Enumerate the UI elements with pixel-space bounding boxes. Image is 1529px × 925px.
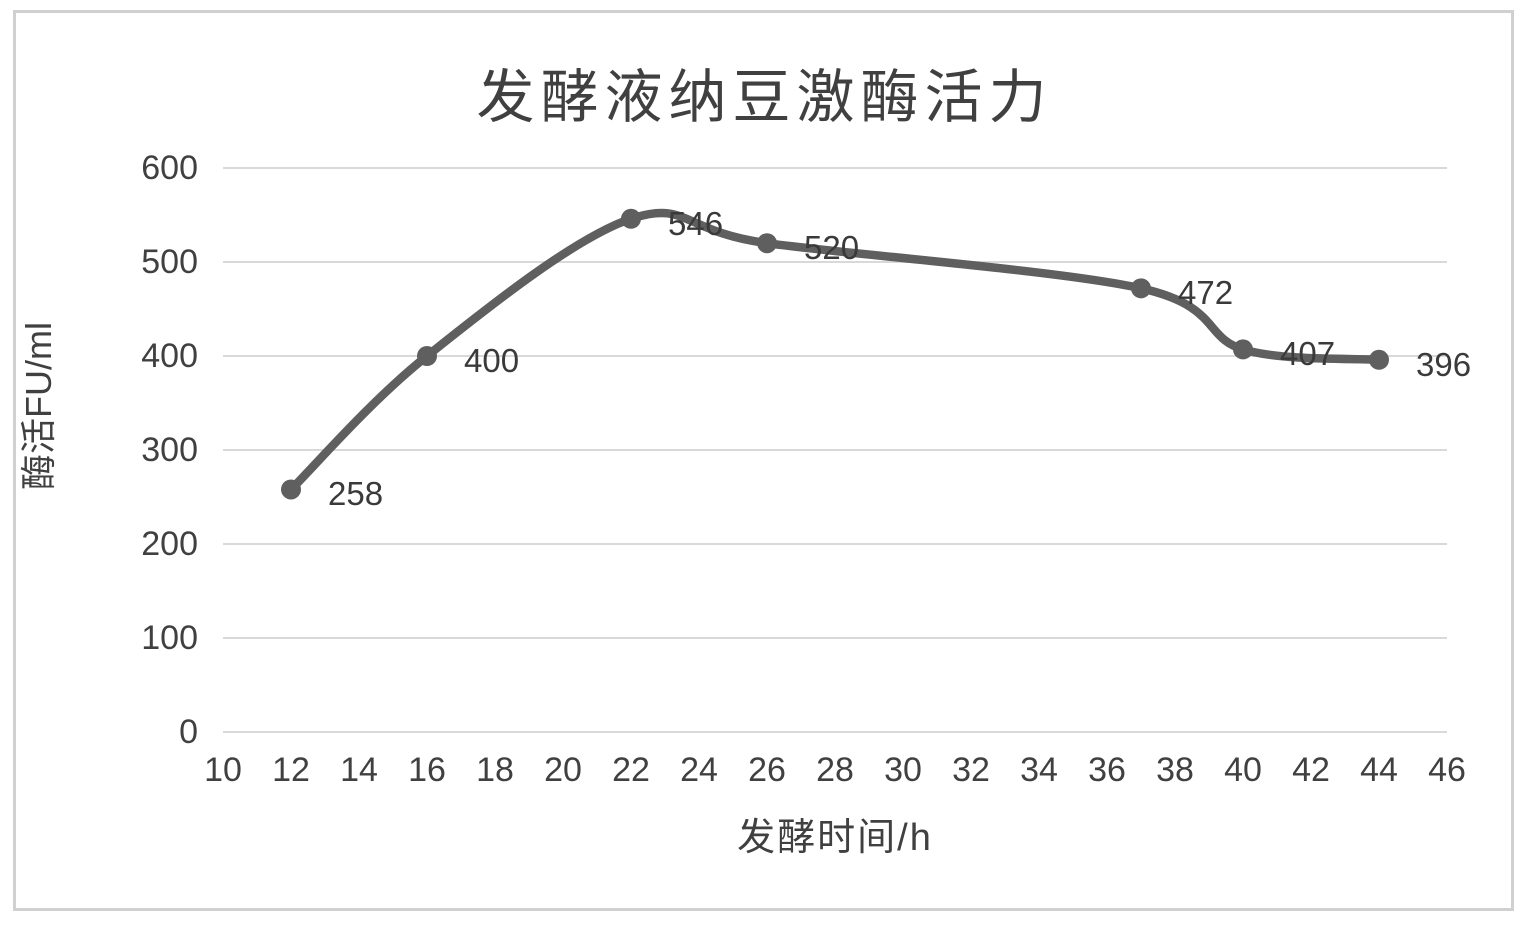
x-tick-label-46: 46 xyxy=(1428,751,1466,789)
x-tick-label-14: 14 xyxy=(340,751,378,789)
x-tick-label-30: 30 xyxy=(884,751,922,789)
data-point-marker-37 xyxy=(1131,278,1151,299)
y-tick-label-600: 600 xyxy=(141,149,198,187)
x-tick-label-20: 20 xyxy=(544,751,582,789)
x-axis-title: 发酵时间/h xyxy=(737,817,933,859)
data-point-marker-44 xyxy=(1369,349,1389,370)
data-point-label-546: 546 xyxy=(668,204,724,242)
x-tick-label-36: 36 xyxy=(1088,751,1126,789)
data-point-label-520: 520 xyxy=(804,229,860,267)
data-point-marker-40 xyxy=(1233,339,1253,360)
x-tick-label-24: 24 xyxy=(680,751,718,789)
data-point-marker-26 xyxy=(757,233,777,254)
y-tick-label-100: 100 xyxy=(141,619,198,657)
data-point-label-472: 472 xyxy=(1178,274,1234,312)
x-tick-label-18: 18 xyxy=(476,751,514,789)
y-tick-label-0: 0 xyxy=(179,713,198,751)
data-point-label-400: 400 xyxy=(464,342,520,379)
data-point-label-258: 258 xyxy=(328,475,384,513)
y-tick-label-400: 400 xyxy=(141,337,198,375)
chart-frame-border xyxy=(13,10,1514,911)
chart-title: 发酵液纳豆激酶活力 xyxy=(476,65,1053,130)
x-tick-label-32: 32 xyxy=(952,751,990,789)
x-tick-label-40: 40 xyxy=(1224,751,1262,789)
x-tick-label-38: 38 xyxy=(1156,751,1194,789)
x-tick-label-28: 28 xyxy=(816,751,854,789)
x-tick-label-16: 16 xyxy=(408,751,446,789)
data-point-label-407: 407 xyxy=(1280,335,1336,373)
data-point-marker-22 xyxy=(621,208,641,229)
x-tick-label-42: 42 xyxy=(1292,751,1330,789)
x-tick-label-34: 34 xyxy=(1020,751,1058,789)
x-tick-label-22: 22 xyxy=(612,751,650,789)
y-tick-label-200: 200 xyxy=(141,525,198,563)
x-tick-label-44: 44 xyxy=(1360,751,1398,789)
x-tick-label-12: 12 xyxy=(272,751,310,789)
x-tick-label-26: 26 xyxy=(748,751,786,789)
y-tick-label-500: 500 xyxy=(141,243,198,281)
y-tick-label-300: 300 xyxy=(141,431,198,469)
data-point-label-396: 396 xyxy=(1416,345,1472,383)
data-point-marker-12 xyxy=(281,479,301,500)
x-tick-label-10: 10 xyxy=(204,751,242,789)
data-point-marker-16 xyxy=(417,346,437,366)
